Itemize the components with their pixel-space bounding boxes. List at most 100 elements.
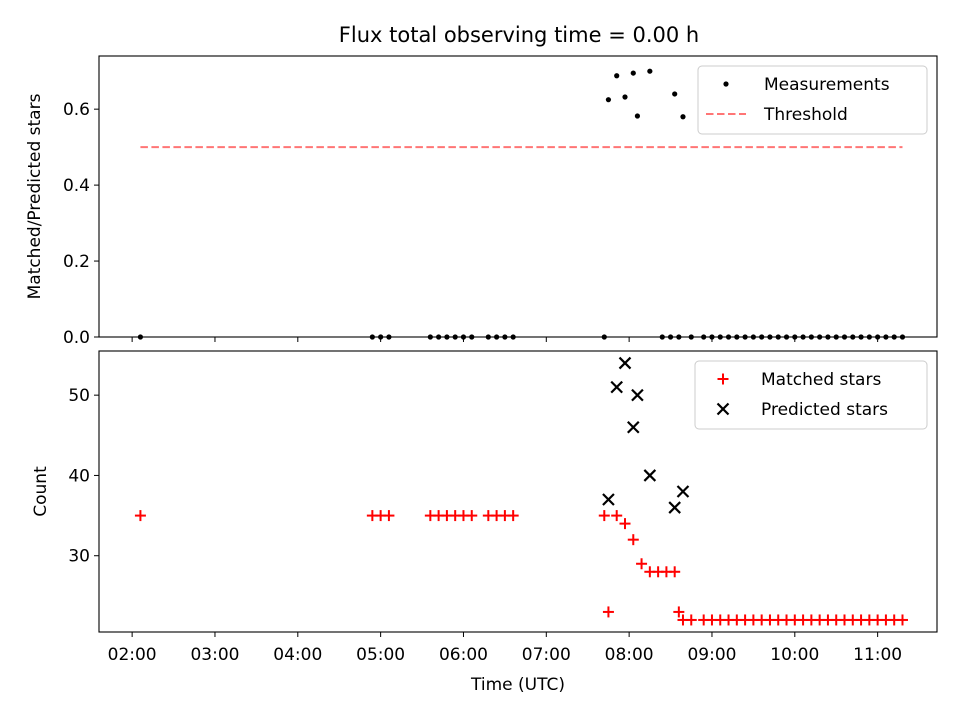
measurement-point bbox=[369, 334, 375, 340]
top-y-axis-label: Matched/Predicted stars bbox=[25, 93, 45, 299]
top-legend: Measurements Threshold bbox=[697, 65, 928, 135]
measurement-point bbox=[792, 334, 798, 340]
measurement-point bbox=[378, 334, 384, 340]
bottom-xtick-label: 10:00 bbox=[770, 645, 819, 665]
matched-stars-point bbox=[627, 534, 639, 546]
measurement-point bbox=[709, 334, 715, 340]
legend-label: Measurements bbox=[764, 75, 890, 95]
measurement-point bbox=[676, 334, 682, 340]
measurement-point bbox=[841, 334, 848, 340]
measurement-point bbox=[734, 334, 740, 340]
measurement-point bbox=[701, 334, 707, 340]
bottom-series-matched-stars bbox=[134, 510, 908, 626]
legend-label: Threshold bbox=[763, 105, 848, 125]
bottom-xtick-label: 07:00 bbox=[522, 645, 571, 665]
measurement-point bbox=[783, 334, 790, 340]
measurement-point bbox=[850, 334, 856, 340]
bottom-xtick-label: 09:00 bbox=[687, 645, 736, 665]
measurement-point bbox=[630, 70, 636, 76]
measurement-point bbox=[601, 334, 607, 340]
measurement-point bbox=[386, 334, 392, 340]
matched-stars-point bbox=[636, 558, 648, 570]
bottom-ytick-label: 50 bbox=[68, 386, 90, 406]
top-panel: 0.0 0.2 0.4 0.6 Matched/Predicted stars Measu… bbox=[25, 55, 938, 348]
measurement-point bbox=[614, 73, 620, 79]
bottom-legend: Matched stars Predicted stars bbox=[694, 360, 928, 430]
measurement-point bbox=[452, 334, 458, 340]
top-ytick-label: 0.4 bbox=[63, 176, 90, 196]
measurement-point bbox=[137, 334, 144, 340]
top-ytick-label: 0.6 bbox=[63, 100, 90, 120]
matched-stars-point bbox=[619, 518, 631, 530]
bottom-xtick-label: 04:00 bbox=[273, 645, 322, 665]
bottom-ytick-label: 40 bbox=[68, 466, 90, 486]
measurement-point bbox=[808, 334, 814, 340]
bottom-x-axis-label: Time (UTC) bbox=[470, 675, 565, 695]
legend-predicted-handle bbox=[716, 402, 730, 416]
matched-stars-point bbox=[602, 606, 614, 618]
measurement-point bbox=[605, 97, 612, 103]
measurement-point bbox=[750, 334, 756, 340]
bottom-xtick-label: 02:00 bbox=[108, 645, 157, 665]
measurement-point bbox=[436, 334, 442, 340]
measurement-point bbox=[742, 334, 748, 340]
bottom-axes-frame bbox=[98, 350, 938, 633]
measurement-point bbox=[680, 114, 686, 120]
matched-stars-point bbox=[611, 510, 623, 522]
chart-title: Flux total observing time = 0.00 h bbox=[339, 23, 699, 47]
measurement-point bbox=[502, 334, 508, 340]
measurement-point bbox=[647, 68, 653, 74]
bottom-panel: 30 40 50 02:00 03:00 04:00 05:00 06:00 07:00 08:0… bbox=[31, 350, 938, 695]
predicted-stars-point bbox=[618, 356, 632, 370]
predicted-stars-point bbox=[610, 380, 623, 394]
measurement-point bbox=[866, 334, 872, 340]
measurement-point bbox=[759, 334, 765, 340]
measurement-point bbox=[510, 334, 516, 340]
measurement-point bbox=[444, 334, 450, 340]
measurement-point bbox=[659, 334, 665, 340]
measurement-point bbox=[672, 91, 678, 97]
bottom-xtick-label: 11:00 bbox=[853, 645, 902, 665]
measurement-point bbox=[427, 334, 433, 340]
measurement-point bbox=[775, 334, 781, 340]
measurement-point bbox=[891, 334, 897, 340]
bottom-y-axis-label: Count bbox=[31, 466, 51, 517]
top-ytick-label: 0.0 bbox=[63, 328, 90, 348]
matched-stars-point bbox=[134, 510, 146, 522]
measurement-point bbox=[825, 334, 831, 340]
measurement-point bbox=[667, 334, 674, 340]
bottom-xtick-label: 08:00 bbox=[605, 645, 654, 665]
top-series-measurements bbox=[137, 68, 906, 340]
matched-stars-point bbox=[507, 510, 519, 522]
matched-stars-point bbox=[673, 606, 685, 618]
bottom-xtick-label: 06:00 bbox=[439, 645, 488, 665]
predicted-stars-point bbox=[631, 388, 644, 402]
measurement-point bbox=[634, 113, 641, 119]
measurement-point bbox=[817, 334, 823, 340]
measurement-point bbox=[800, 334, 806, 340]
bottom-xtick-label: 05:00 bbox=[356, 645, 405, 665]
measurement-point bbox=[494, 334, 500, 340]
matched-stars-point bbox=[466, 510, 478, 522]
measurement-point bbox=[688, 334, 694, 340]
legend-matched-handle bbox=[717, 373, 729, 385]
measurement-point bbox=[485, 334, 491, 340]
measurement-point bbox=[622, 94, 628, 100]
predicted-stars-point bbox=[676, 485, 690, 498]
top-axes-frame bbox=[98, 55, 938, 338]
matched-stars-point bbox=[598, 510, 610, 522]
bottom-legend-box bbox=[694, 360, 928, 430]
predicted-stars-point bbox=[602, 493, 615, 506]
measurement-point bbox=[858, 334, 864, 340]
measurement-point bbox=[460, 334, 467, 340]
bottom-xtick-label: 03:00 bbox=[190, 645, 239, 665]
matched-stars-point bbox=[685, 614, 697, 626]
measurement-point bbox=[717, 334, 723, 340]
measurement-point bbox=[875, 334, 881, 340]
legend-label: Predicted stars bbox=[761, 400, 888, 420]
matched-stars-point bbox=[669, 566, 681, 578]
predicted-stars-point bbox=[668, 501, 681, 514]
measurement-point bbox=[883, 334, 889, 340]
measurement-point bbox=[899, 334, 906, 340]
